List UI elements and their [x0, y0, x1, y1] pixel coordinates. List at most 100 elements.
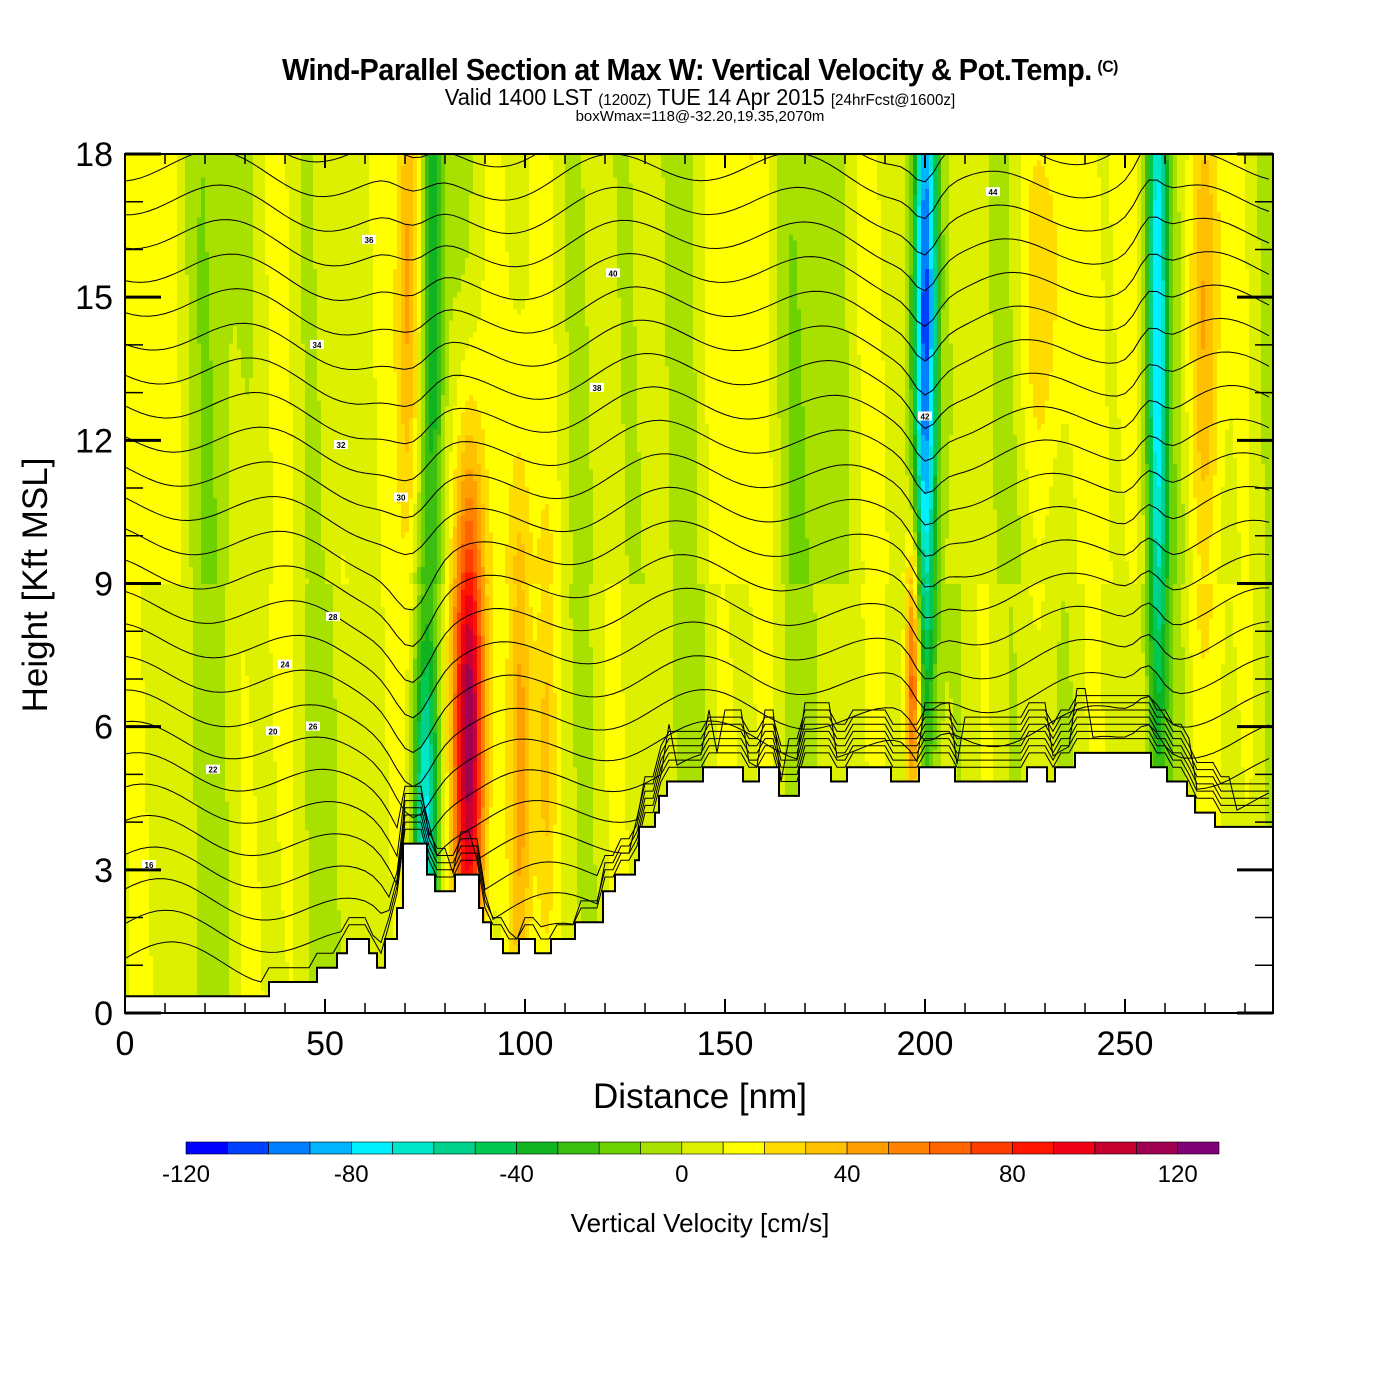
- field-cell: [189, 526, 194, 532]
- field-cell: [137, 349, 142, 355]
- field-cell: [157, 211, 162, 217]
- field-cell: [201, 555, 206, 561]
- field-cell: [189, 234, 194, 240]
- field-cell: [185, 274, 190, 280]
- field-cell: [197, 200, 202, 206]
- field-cell: [149, 389, 154, 395]
- field-cell: [197, 240, 202, 246]
- field-cell: [185, 372, 190, 378]
- field-cell: [189, 406, 194, 412]
- field-cell: [213, 664, 218, 670]
- field-cell: [133, 899, 138, 905]
- field-cell: [201, 669, 206, 675]
- field-cell: [153, 458, 158, 464]
- field-cell: [181, 841, 186, 847]
- field-cell: [209, 727, 214, 733]
- field-cell: [249, 521, 254, 527]
- field-cell: [189, 927, 194, 933]
- field-cell: [225, 211, 230, 217]
- field-cell: [229, 858, 234, 864]
- field-cell: [249, 664, 254, 670]
- field-cell: [201, 675, 206, 681]
- field-cell: [241, 853, 246, 859]
- field-cell: [157, 887, 162, 893]
- field-cell: [133, 572, 138, 578]
- field-cell: [245, 858, 250, 864]
- field-cell: [157, 899, 162, 905]
- field-cell: [233, 263, 238, 269]
- field-cell: [161, 664, 166, 670]
- field-cell: [185, 366, 190, 372]
- field-cell: [137, 647, 142, 653]
- field-cell: [141, 807, 146, 813]
- field-cell: [153, 343, 158, 349]
- field-cell: [145, 710, 150, 716]
- field-cell: [173, 864, 178, 870]
- field-cell: [229, 492, 234, 498]
- field-cell: [185, 629, 190, 635]
- field-cell: [241, 584, 246, 590]
- field-cell: [133, 876, 138, 882]
- field-cell: [237, 366, 242, 372]
- field-cell: [129, 240, 134, 246]
- field-cell: [173, 337, 178, 343]
- field-cell: [161, 263, 166, 269]
- field-cell: [209, 532, 214, 538]
- field-cell: [237, 956, 242, 962]
- field-cell: [237, 543, 242, 549]
- field-cell: [169, 171, 174, 177]
- field-cell: [197, 532, 202, 538]
- field-cell: [173, 349, 178, 355]
- field-cell: [237, 440, 242, 446]
- field-cell: [229, 240, 234, 246]
- field-cell: [129, 778, 134, 784]
- field-cell: [225, 818, 230, 824]
- field-cell: [249, 595, 254, 601]
- field-cell: [225, 773, 230, 779]
- field-cell: [189, 750, 194, 756]
- field-cell: [153, 429, 158, 435]
- field-cell: [209, 710, 214, 716]
- field-cell: [193, 618, 198, 624]
- field-cell: [213, 543, 218, 549]
- field-cell: [181, 675, 186, 681]
- field-cell: [137, 692, 142, 698]
- field-cell: [181, 818, 186, 824]
- field-cell: [201, 647, 206, 653]
- field-cell: [221, 841, 226, 847]
- field-cell: [249, 795, 254, 801]
- field-cell: [245, 269, 250, 275]
- field-cell: [157, 881, 162, 887]
- field-cell: [205, 755, 210, 761]
- field-cell: [253, 297, 258, 303]
- field-cell: [181, 744, 186, 750]
- field-cell: [209, 354, 214, 360]
- field-cell: [225, 807, 230, 813]
- field-cell: [185, 773, 190, 779]
- field-cell: [233, 280, 238, 286]
- field-cell: [249, 561, 254, 567]
- field-cell: [137, 446, 142, 452]
- field-cell: [205, 635, 210, 641]
- field-cell: [145, 463, 150, 469]
- field-cell: [141, 767, 146, 773]
- field-cell: [193, 400, 198, 406]
- field-cell: [197, 589, 202, 595]
- field-cell: [225, 326, 230, 332]
- field-cell: [169, 916, 174, 922]
- field-cell: [173, 303, 178, 309]
- field-cell: [169, 406, 174, 412]
- field-cell: [177, 921, 182, 927]
- field-cell: [137, 200, 142, 206]
- field-cell: [237, 297, 242, 303]
- field-cell: [237, 795, 242, 801]
- field-cell: [193, 498, 198, 504]
- field-cell: [205, 177, 210, 183]
- field-cell: [253, 211, 258, 217]
- field-cell: [249, 950, 254, 956]
- field-cell: [225, 939, 230, 945]
- field-cell: [225, 778, 230, 784]
- field-cell: [249, 767, 254, 773]
- field-cell: [213, 732, 218, 738]
- field-cell: [133, 309, 138, 315]
